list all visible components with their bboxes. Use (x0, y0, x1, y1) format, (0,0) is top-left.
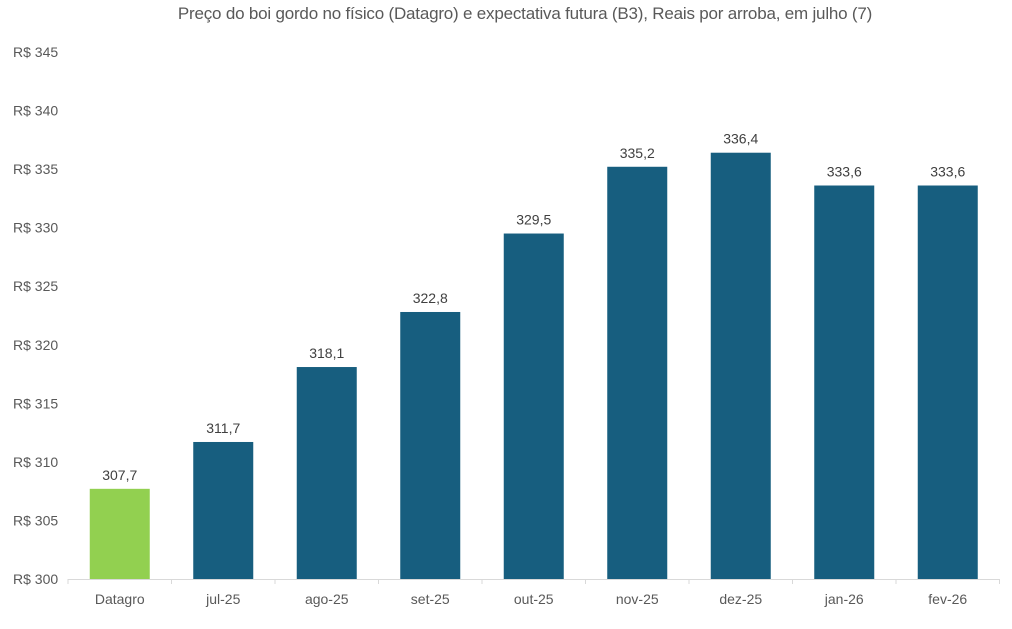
bar-jul-25 (193, 441, 254, 579)
bar-set-25 (400, 311, 461, 579)
y-tick-label: R$ 310 (13, 454, 58, 470)
y-tick-label: R$ 300 (13, 571, 58, 587)
y-tick-label: R$ 340 (13, 103, 58, 119)
x-axis: Datagro jul-25 ago-25 set-25 out-25 nov-25 dez… (67, 579, 1000, 607)
y-tick-label: R$ 335 (13, 161, 58, 177)
y-tick-label: R$ 305 (13, 512, 58, 528)
bar-out-25 (503, 233, 564, 579)
y-tick-label: R$ 345 (13, 44, 58, 60)
bar-ago-25 (296, 367, 357, 579)
x-tick-label: jan-26 (824, 591, 864, 607)
data-label: 333,6 (827, 164, 862, 180)
y-tick-label: R$ 315 (13, 395, 58, 411)
x-tick-label: fev-26 (928, 591, 967, 607)
y-axis: R$ 300 R$ 305 R$ 310 R$ 315 R$ 320 R$ 325 R$ 3… (13, 44, 58, 587)
y-tick-label: R$ 325 (13, 278, 58, 294)
x-tick-label: out-25 (514, 591, 554, 607)
chart-title: Preço do boi gordo no físico (Datagro) e… (177, 4, 873, 23)
bar-dez-25 (710, 152, 771, 579)
data-label: 333,6 (930, 164, 965, 180)
x-tick-label: ago-25 (305, 591, 349, 607)
x-tick-label: set-25 (411, 591, 450, 607)
bar-fev-26 (917, 185, 978, 580)
x-tick-label: jul-25 (205, 591, 240, 607)
data-label: 307,7 (102, 467, 137, 483)
x-tick-label: dez-25 (719, 591, 762, 607)
data-label: 318,1 (309, 345, 344, 361)
bar-jan-26 (814, 185, 875, 580)
x-tick-label: Datagro (95, 591, 145, 607)
data-label: 311,7 (206, 420, 240, 436)
bars-group: 307,7 311,7 318,1 322,8 329,5 335,2 336,4 333,6… (89, 131, 978, 580)
x-tick-label: nov-25 (616, 591, 659, 607)
data-label: 335,2 (620, 145, 655, 161)
data-label: 329,5 (516, 212, 551, 228)
bar-nov-25 (607, 166, 668, 579)
data-label: 336,4 (723, 131, 758, 147)
y-tick-label: R$ 330 (13, 220, 58, 236)
y-tick-label: R$ 320 (13, 337, 58, 353)
data-label: 322,8 (413, 290, 448, 306)
bar-Datagro (89, 488, 150, 579)
